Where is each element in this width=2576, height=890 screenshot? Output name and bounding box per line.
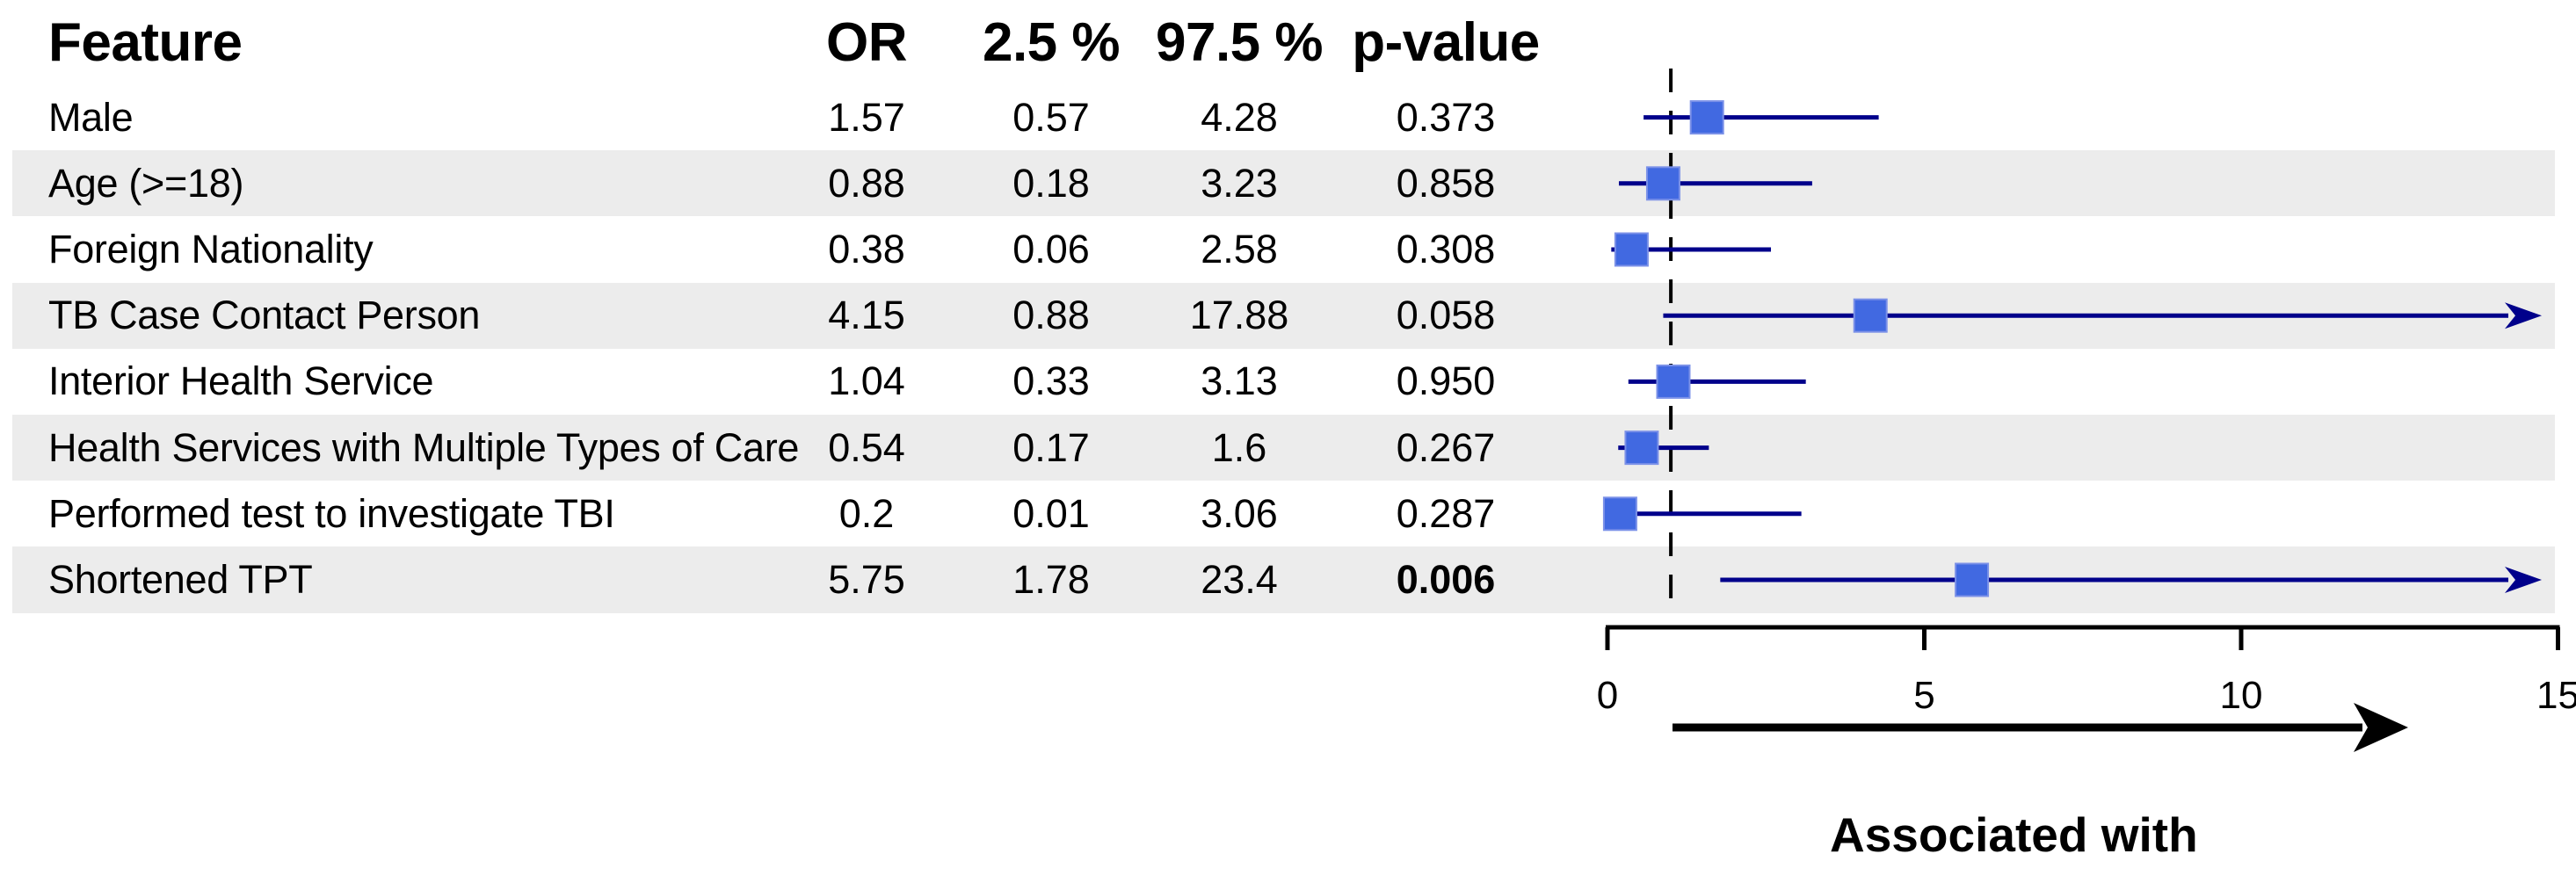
p-value-cell: 0.287 [1396,490,1496,536]
or-marker [1602,496,1637,532]
feature-cell: Performed test to investigate TBI [48,490,615,536]
feature-cell: Shortened TPT [48,556,313,602]
axis-tick-label: 15 [2536,674,2576,717]
or-cell: 1.57 [828,94,905,140]
ci-low-cell: 0.17 [1012,424,1090,470]
axis-tick-label: 10 [2220,674,2263,717]
row-band [12,150,2555,217]
column-header-or: OR [826,11,908,73]
or-marker [1955,562,1990,597]
feature-cell: Foreign Nationality [48,226,374,271]
ci-low-cell: 0.88 [1012,293,1090,338]
table-row: Shortened TPT 5.75 1.78 23.4 0.006 [0,546,2576,612]
direction-annotation-line1: Associated with [1830,807,2198,862]
ci-low-cell: 0.57 [1012,94,1090,140]
table-row: TB Case Contact Person 4.15 0.88 17.88 0.058 [0,283,2576,349]
table-header-row: Feature OR 2.5 % 97.5 % p-value [0,0,2576,84]
or-cell: 0.2 [838,490,895,536]
or-cell: 4.15 [828,293,905,338]
column-header-p: p-value [1352,11,1540,73]
ci-low-cell: 0.01 [1012,490,1090,536]
p-value-cell: 0.006 [1396,556,1496,602]
or-cell: 0.38 [828,226,905,271]
feature-cell: TB Case Contact Person [48,293,481,338]
table-row: Health Services with Multiple Types of C… [0,415,2576,481]
row-band [12,415,2555,481]
axis-tick-label: 5 [1913,674,1934,717]
direction-arrow-head-icon [2354,703,2408,752]
p-value-cell: 0.308 [1396,226,1496,271]
p-value-cell: 0.373 [1396,94,1496,140]
ci-high-cell: 3.23 [1201,160,1278,206]
table-row: Foreign Nationality 0.38 0.06 2.58 0.308 [0,216,2576,282]
ci-high-cell: 17.88 [1189,293,1289,338]
ci-low-cell: 1.78 [1012,556,1090,602]
table-row: Male 1.57 0.57 4.28 0.373 [0,84,2576,150]
ci-high-cell: 3.06 [1201,490,1278,536]
ci-high-cell: 4.28 [1201,94,1278,140]
feature-cell: Male [48,94,134,140]
or-cell: 0.54 [828,424,905,470]
ci-low-cell: 0.06 [1012,226,1090,271]
feature-cell: Health Services with Multiple Types of C… [48,424,800,470]
ci-arrowhead-icon [2505,567,2542,593]
p-value-cell: 0.858 [1396,160,1496,206]
table-row: Performed test to investigate TBI 0.2 0.01… [0,481,2576,546]
direction-annotation: Associated with TPT Completion [1830,747,2201,890]
column-header-lo: 2.5 % [982,11,1121,73]
or-marker [1853,298,1888,333]
column-header-feature: Feature [48,11,243,73]
p-value-cell: 0.058 [1396,293,1496,338]
feature-cell: Interior Health Service [48,358,434,404]
or-cell: 1.04 [828,358,905,404]
or-marker [1656,364,1691,399]
ci-low-cell: 0.33 [1012,358,1090,404]
feature-cell: Age (>=18) [48,160,244,206]
column-header-hi: 97.5 % [1155,11,1324,73]
p-value-cell: 0.267 [1396,424,1496,470]
or-marker [1624,431,1659,466]
or-marker [1689,100,1724,135]
or-cell: 0.88 [828,160,905,206]
ci-low-cell: 0.18 [1012,160,1090,206]
or-marker [1614,232,1649,267]
table-row: Age (>=18) 0.88 0.18 3.23 0.858 [0,150,2576,216]
ci-high-cell: 2.58 [1201,226,1278,271]
ci-arrowhead-icon [2505,302,2542,329]
or-marker [1645,166,1680,201]
or-cell: 5.75 [828,556,905,602]
table-row: Interior Health Service 1.04 0.33 3.13 0.950 [0,349,2576,415]
p-value-cell: 0.950 [1396,358,1496,404]
axis-tick-label: 0 [1597,674,1618,717]
ci-high-cell: 3.13 [1201,358,1278,404]
ci-high-cell: 23.4 [1201,556,1278,602]
ci-high-cell: 1.6 [1211,424,1267,470]
